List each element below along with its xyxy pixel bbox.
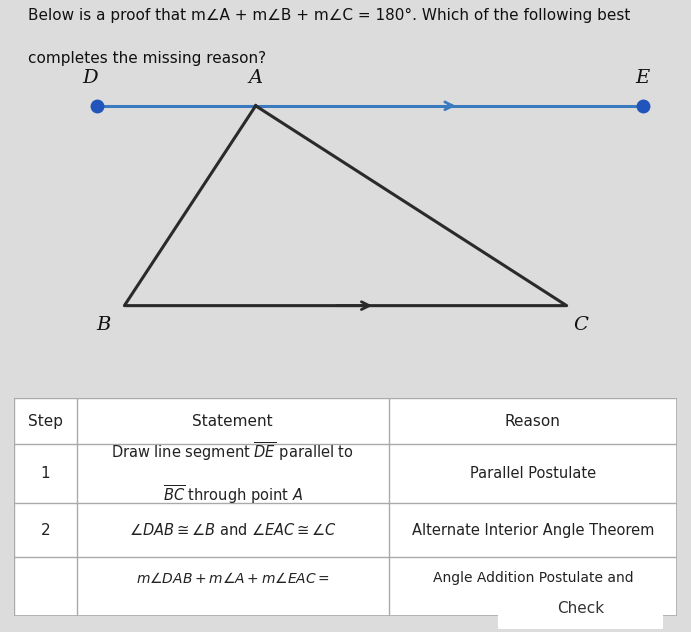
FancyBboxPatch shape — [493, 586, 668, 630]
Text: A: A — [249, 70, 263, 87]
Text: D: D — [82, 70, 97, 87]
Text: C: C — [573, 316, 588, 334]
Text: Step: Step — [28, 413, 63, 428]
Text: 1: 1 — [41, 466, 50, 481]
Text: Statement: Statement — [192, 413, 273, 428]
Text: Alternate Interior Angle Theorem: Alternate Interior Angle Theorem — [412, 523, 654, 538]
Text: $\angle DAB \cong \angle B$ and $\angle EAC \cong \angle C$: $\angle DAB \cong \angle B$ and $\angle … — [129, 522, 337, 538]
Text: Reason: Reason — [505, 413, 561, 428]
Text: $m\angle DAB + m\angle A + m\angle EAC =$: $m\angle DAB + m\angle A + m\angle EAC =… — [136, 571, 330, 585]
Text: Parallel Postulate: Parallel Postulate — [470, 466, 596, 481]
Text: $\overline{BC}$ through point $\mathit{A}$: $\overline{BC}$ through point $\mathit{A… — [162, 484, 303, 506]
Text: completes the missing reason?: completes the missing reason? — [28, 51, 266, 66]
Text: 2: 2 — [41, 523, 50, 538]
Text: E: E — [636, 70, 650, 87]
Text: Below is a proof that m∠A + m∠B + m∠C = 180°. Which of the following best: Below is a proof that m∠A + m∠B + m∠C = … — [28, 8, 630, 23]
Text: Angle Addition Postulate and: Angle Addition Postulate and — [433, 571, 633, 585]
Text: B: B — [97, 316, 111, 334]
Text: Check: Check — [557, 601, 604, 616]
Text: Draw line segment $\overline{DE}$ parallel to: Draw line segment $\overline{DE}$ parall… — [111, 441, 354, 463]
